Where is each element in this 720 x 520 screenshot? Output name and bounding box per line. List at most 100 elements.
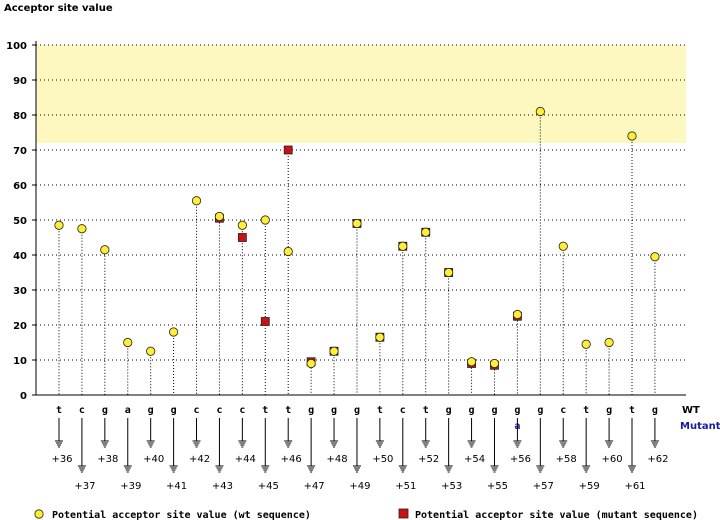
- wt-base: t: [262, 405, 268, 416]
- position-label: +40: [143, 454, 164, 465]
- wt-point: [535, 106, 545, 117]
- wt-base: g: [537, 405, 543, 416]
- y-tick-label: 50: [13, 216, 27, 227]
- wt-base: a: [125, 405, 131, 416]
- mutant-point: [283, 145, 293, 155]
- stems: [58, 111, 656, 395]
- wt-base: c: [216, 405, 222, 416]
- legend-mutant-text: Potential acceptor site value (mutant se…: [415, 509, 698, 520]
- wt-point: [489, 358, 500, 369]
- chart-title: Acceptor site value: [4, 3, 113, 14]
- wt-point: [146, 346, 156, 356]
- wt-point: [283, 246, 293, 257]
- y-tick-label: 0: [20, 391, 27, 402]
- wt-point: [77, 224, 87, 234]
- wt-base: t: [629, 405, 635, 416]
- wt-base: t: [583, 405, 589, 416]
- wt-point: [604, 337, 614, 348]
- position-label: +54: [464, 454, 485, 465]
- position-label: +55: [487, 481, 508, 492]
- position-label: +48: [326, 454, 347, 465]
- position-label: +53: [441, 481, 462, 492]
- wt-base: g: [652, 405, 658, 416]
- position-label: +44: [235, 454, 256, 465]
- wt-point: [375, 332, 385, 342]
- legend-wt-marker: [34, 509, 44, 519]
- y-tick-label: 70: [13, 146, 27, 157]
- highlight-band: [36, 45, 686, 143]
- legend: Potential acceptor site value (wt sequen…: [34, 508, 698, 520]
- wt-base: c: [560, 405, 566, 416]
- wt-base: g: [102, 405, 108, 416]
- position-label: +41: [166, 481, 187, 492]
- wt-base: t: [377, 405, 383, 416]
- wt-point: [100, 245, 110, 255]
- wt-base: c: [239, 405, 245, 416]
- wt-base: g: [469, 405, 475, 416]
- wt-point: [169, 327, 179, 337]
- position-label: +45: [258, 481, 279, 492]
- position-label: +49: [349, 481, 370, 492]
- y-tick-label: 80: [13, 111, 27, 122]
- y-tick-label: 30: [13, 286, 27, 297]
- legend-wt-text: Potential acceptor site value (wt sequen…: [52, 509, 311, 520]
- mutant-point: [260, 317, 270, 326]
- position-label: +43: [212, 481, 233, 492]
- sequence-rows: t +36 c +37 g +38 a +39 g +40 g +41 c +42 c +43 c +44 t +45…: [51, 405, 668, 492]
- wt-base: c: [194, 405, 200, 416]
- mutant-point: [237, 233, 247, 242]
- wt-base: t: [423, 405, 429, 416]
- wt-point: [54, 220, 64, 230]
- position-label: +60: [602, 454, 623, 465]
- wt-base: g: [171, 405, 177, 416]
- wt-point: [260, 215, 270, 225]
- wt-base: g: [606, 405, 612, 416]
- wt-base: g: [514, 405, 520, 416]
- position-label: +57: [533, 481, 554, 492]
- position-label: +52: [418, 454, 439, 465]
- position-label: +51: [395, 481, 416, 492]
- wt-base: g: [308, 405, 314, 416]
- y-tick-label: 60: [13, 181, 27, 192]
- wt-base: g: [148, 405, 154, 416]
- position-label: +37: [74, 481, 95, 492]
- wt-base: t: [56, 405, 62, 416]
- position-label: +46: [281, 454, 302, 465]
- wt-point: [214, 211, 225, 222]
- wt-point: [398, 241, 408, 251]
- wt-point: [558, 241, 568, 251]
- mutant-row-label: Mutant: [680, 421, 720, 432]
- wt-point: [191, 196, 202, 206]
- y-tick-label: 10: [13, 356, 27, 367]
- wt-point: [444, 267, 454, 278]
- position-label: +59: [579, 481, 600, 492]
- wt-point: [581, 339, 591, 349]
- wt-point: [237, 220, 247, 230]
- y-tick-labels: 0 10 20 30 40 50 60 70 80 90 100: [6, 41, 27, 402]
- data-marks: [54, 106, 660, 370]
- wt-point: [306, 358, 316, 369]
- position-label: +56: [510, 454, 531, 465]
- wt-base: c: [400, 405, 406, 416]
- y-tick-label: 20: [13, 321, 27, 332]
- wt-point: [650, 252, 660, 262]
- position-label: +36: [51, 454, 72, 465]
- wt-point: [123, 337, 133, 348]
- wt-row-label: WT: [682, 405, 700, 416]
- wt-point: [421, 227, 431, 237]
- wt-point: [466, 357, 477, 367]
- position-label: +42: [189, 454, 210, 465]
- y-tick-label: 40: [13, 251, 27, 262]
- wt-point: [512, 309, 523, 320]
- wt-point: [329, 346, 339, 356]
- position-label: +39: [120, 481, 141, 492]
- y-tick-label: 100: [6, 41, 27, 52]
- wt-base: g: [354, 405, 360, 416]
- position-label: +47: [304, 481, 325, 492]
- position-label: +38: [97, 454, 118, 465]
- position-label: +61: [624, 481, 645, 492]
- wt-point: [627, 131, 637, 141]
- wt-base: c: [79, 405, 85, 416]
- position-label: +62: [647, 454, 668, 465]
